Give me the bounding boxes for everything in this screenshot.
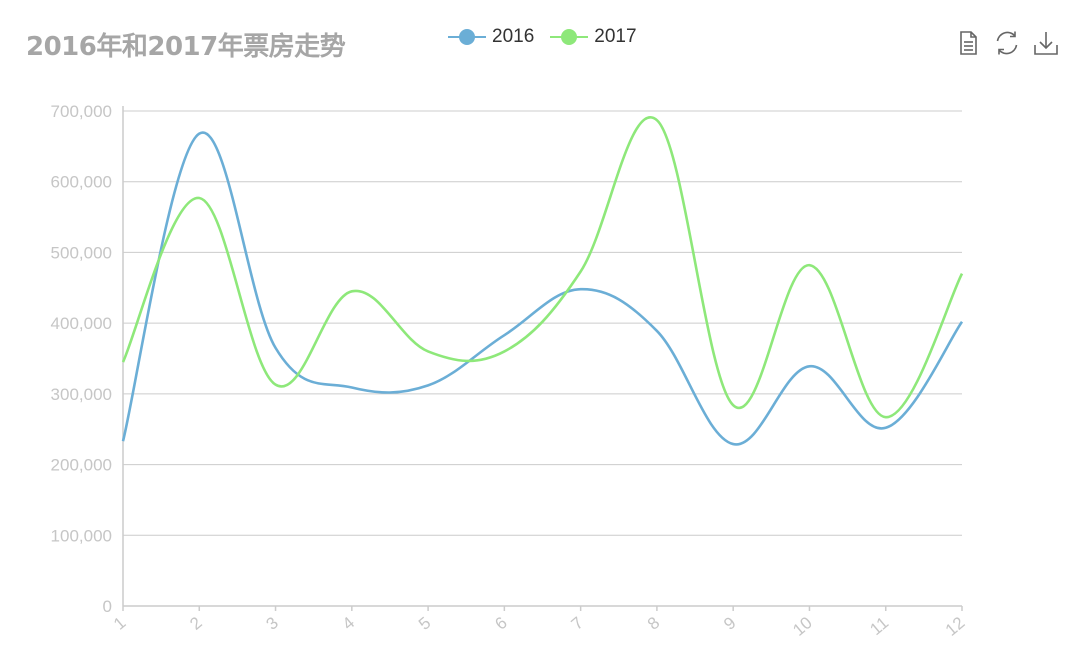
data-point-2016[interactable] [730, 441, 736, 447]
data-point-2016[interactable] [501, 332, 507, 338]
y-tick-label: 0 [103, 597, 112, 616]
data-point-2016[interactable] [578, 286, 584, 292]
x-tick-label: 8 [644, 613, 663, 634]
data-point-2017[interactable] [883, 414, 889, 420]
data-point-2016[interactable] [196, 131, 202, 137]
series-line-2017[interactable] [121, 116, 964, 419]
x-tick-label: 7 [568, 613, 587, 634]
data-point-2016[interactable] [349, 384, 355, 390]
y-tick-label: 400,000 [51, 314, 112, 333]
data-point-2017[interactable] [730, 402, 736, 408]
data-point-2017[interactable] [959, 271, 965, 277]
data-point-2017[interactable] [654, 117, 660, 123]
y-tick-label: 300,000 [51, 385, 112, 404]
x-tick-label: 1 [110, 613, 129, 634]
y-tick-label: 100,000 [51, 526, 112, 545]
data-point-2016[interactable] [959, 319, 965, 325]
chart-title: 2016年和2017年票房走势 [26, 32, 346, 62]
x-tick-label: 11 [866, 613, 892, 639]
data-point-2017[interactable] [273, 382, 279, 388]
data-point-2016[interactable] [654, 328, 660, 334]
legend-item-2017[interactable]: 2017 [550, 26, 637, 48]
series-line-2016[interactable] [121, 131, 964, 446]
data-point-2017[interactable] [196, 195, 202, 201]
data-point-2016[interactable] [425, 382, 431, 388]
x-tick-label: 9 [720, 613, 739, 634]
toolbox [943, 29, 1060, 57]
axes: 0 100,000 200,000 300,000 400,000 500,000 600,… [51, 102, 969, 640]
legend-label-2017: 2017 [594, 26, 637, 47]
data-point-2017[interactable] [120, 359, 126, 365]
restore-icon[interactable] [993, 29, 1021, 57]
y-tick-label: 700,000 [51, 102, 112, 121]
legend-label-2016: 2016 [492, 26, 535, 47]
grid-lines [123, 110, 962, 536]
data-point-2016[interactable] [120, 438, 126, 444]
x-tick-label: 5 [415, 613, 434, 634]
legend-marker-2016 [448, 29, 486, 45]
y-tick-label: 500,000 [51, 243, 112, 262]
x-tick-label: 3 [263, 613, 282, 634]
data-point-2017[interactable] [501, 348, 507, 354]
x-tick-label: 12 [942, 613, 969, 640]
legend-item-2016[interactable]: 2016 [448, 26, 534, 48]
x-tick-label: 2 [186, 613, 205, 634]
data-point-2017[interactable] [425, 348, 431, 354]
data-point-2016[interactable] [806, 363, 812, 369]
data-view-icon[interactable] [954, 29, 982, 57]
data-point-2016[interactable] [273, 345, 279, 351]
y-tick-label: 200,000 [51, 456, 112, 475]
data-point-2016[interactable] [883, 425, 889, 431]
data-point-2017[interactable] [349, 288, 355, 294]
x-tick-label: 4 [339, 613, 358, 634]
data-point-2017[interactable] [806, 262, 812, 268]
x-tick-label: 6 [491, 613, 510, 634]
data-point-2017[interactable] [578, 269, 584, 275]
x-tick-label: 10 [789, 613, 816, 640]
legend-marker-2017 [550, 29, 589, 45]
y-tick-label: 600,000 [51, 173, 112, 192]
save-image-icon[interactable] [1032, 29, 1060, 57]
series-lines [120, 116, 965, 447]
legend: 2016 2017 [448, 26, 653, 48]
